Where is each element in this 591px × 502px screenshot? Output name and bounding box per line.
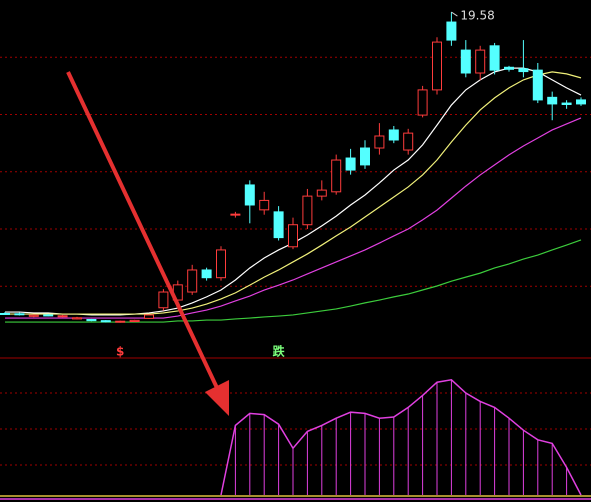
annotation-label: 19.58 [460,9,494,23]
candle-body [216,249,226,279]
candle-body [504,66,514,70]
arrow-head [205,380,229,416]
candle-body [489,45,500,71]
candle-body [518,68,529,73]
candle-body [187,269,198,293]
signal-label: 跌 [273,344,286,359]
candle-body [129,319,140,323]
marks: 19.58 $ 跌 [0,9,591,496]
ma-line [5,71,582,315]
candle-body [288,224,298,248]
candle-body [446,21,457,41]
candle-body [115,320,126,323]
signal-label: $ [116,345,124,359]
candle-body [374,135,385,149]
indicator-line [220,379,582,496]
candle-body [273,211,284,239]
candle-body [259,199,270,211]
candle-body [201,269,212,279]
candle-body [547,96,558,105]
candle-body [86,319,97,322]
candle-body [302,195,313,226]
candle-body [403,132,414,151]
annotation-leader [451,11,458,17]
ma-line [5,117,582,319]
candle-body [417,89,428,116]
candle-body [345,157,356,171]
candle-body [72,317,82,320]
candle-body [432,41,442,91]
arrow [66,71,229,416]
candle-body [144,314,154,319]
candle-body [43,314,54,317]
candle-body [532,69,543,101]
candle-body [244,184,255,206]
candle-body [576,99,586,105]
candle-body [158,291,169,309]
candle-body [460,49,471,74]
arrow-shaft [66,71,220,391]
candle-body [316,189,327,197]
candle-body [388,129,399,141]
candle-body [475,49,486,74]
candle-body [14,313,25,316]
candle-body [360,147,370,166]
candle-body [0,312,10,315]
candle-body [100,320,111,323]
candle-body [28,314,39,317]
candle-body [331,159,342,193]
candle-body [561,102,572,105]
candle-body [230,213,241,216]
candle-body [57,315,68,318]
